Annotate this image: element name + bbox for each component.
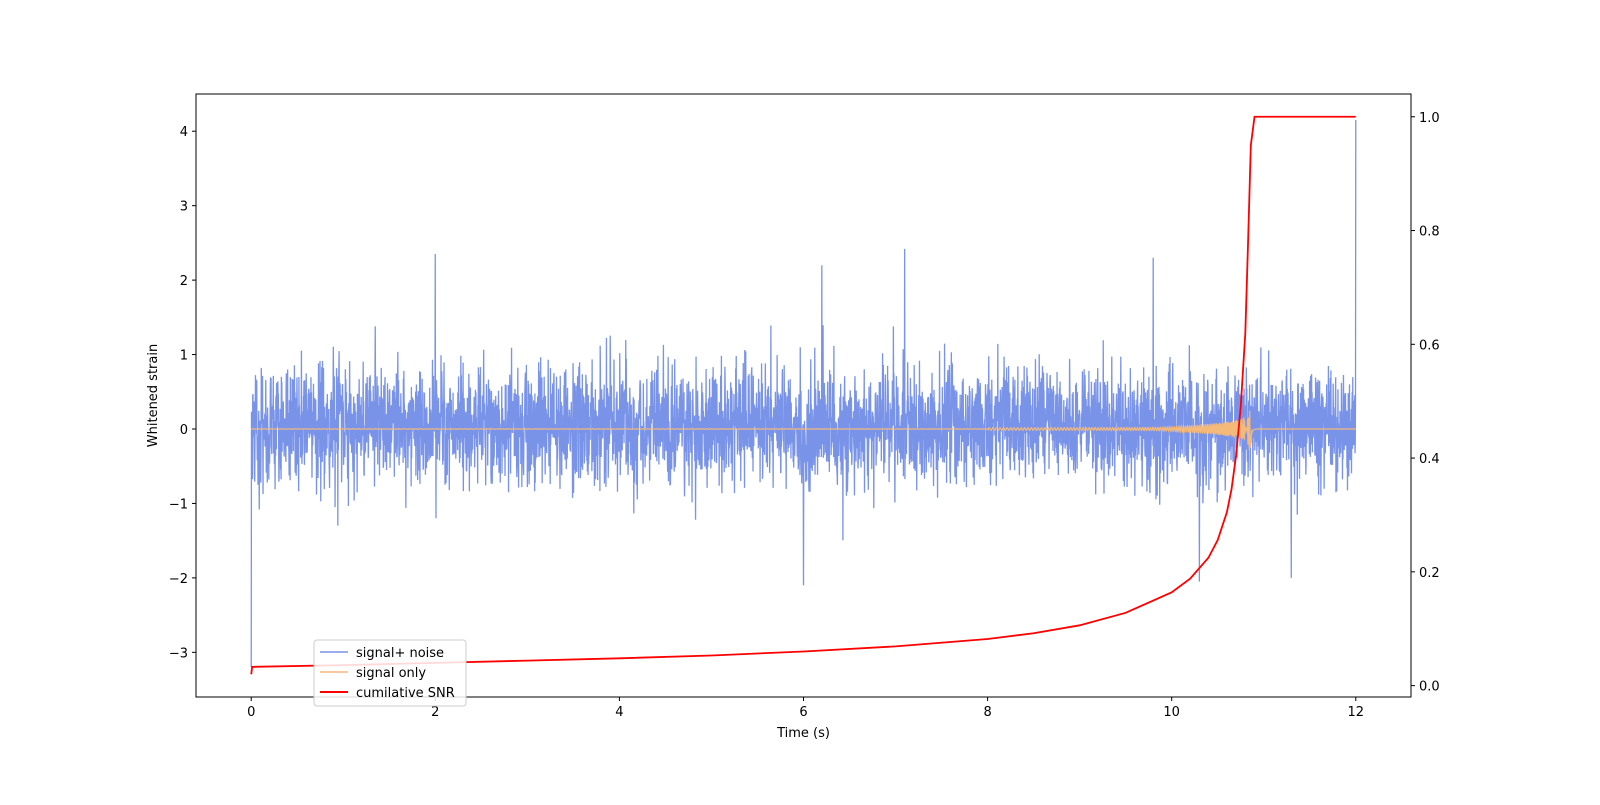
y-tick-label: 0 <box>180 423 188 438</box>
x-tick-label: 10 <box>1163 705 1180 720</box>
x-axis-label: Time (s) <box>776 726 830 741</box>
y-tick-label: −1 <box>169 497 188 512</box>
y-tick-label: 4 <box>180 125 188 140</box>
x-tick-label: 2 <box>431 705 439 720</box>
y2-tick-label: 0.6 <box>1419 338 1440 353</box>
y-axis-label: Whitened strain <box>146 344 161 447</box>
signal-only-series <box>251 410 1356 451</box>
y-tick-label: 1 <box>180 349 188 364</box>
x-tick-label: 6 <box>799 705 807 720</box>
y-tick-label: 2 <box>180 274 188 289</box>
legend-label: signal only <box>356 666 426 681</box>
x-tick-label: 0 <box>247 705 255 720</box>
y-tick-label: −2 <box>169 572 188 587</box>
cumulative-snr-series <box>250 115 1356 675</box>
y2-tick-label: 1.0 <box>1419 111 1440 126</box>
y2-tick-label: 0.8 <box>1419 225 1440 240</box>
y2-tick-label: 0.2 <box>1419 566 1440 581</box>
signal-noise-series <box>250 120 1357 668</box>
y2-tick-label: 0.0 <box>1419 680 1440 695</box>
legend-label: cumilative SNR <box>356 686 455 701</box>
x-tick-label: 8 <box>983 705 991 720</box>
legend: signal+ noise signal only cumilative SNR <box>313 639 467 707</box>
y-tick-label: −3 <box>169 646 188 661</box>
legend-box <box>313 639 467 707</box>
x-tick-label: 4 <box>615 705 623 720</box>
y2-tick-label: 0.4 <box>1419 452 1440 467</box>
y-tick-label: 3 <box>180 200 188 215</box>
legend-label: signal+ noise <box>356 646 444 661</box>
x-tick-label: 12 <box>1347 705 1364 720</box>
